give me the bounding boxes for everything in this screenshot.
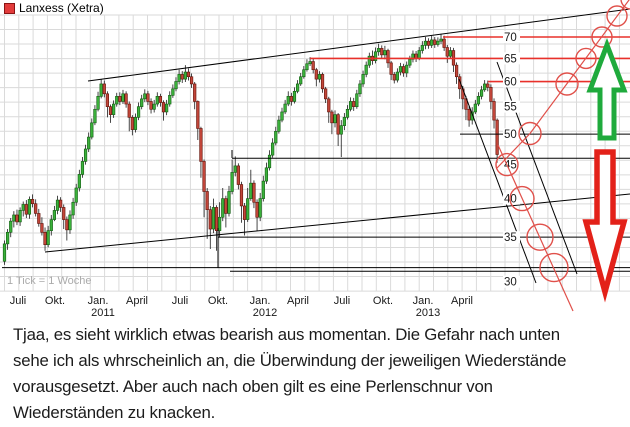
svg-text:Okt.: Okt. (45, 295, 65, 307)
svg-text:45: 45 (504, 160, 517, 172)
svg-text:50: 50 (504, 129, 517, 141)
commentary-line: vorausgesetzt. Aber auch nach oben gilt … (13, 377, 493, 396)
chart-title: Lanxess (Xetra) (4, 1, 104, 15)
svg-text:Jan.: Jan. (413, 295, 434, 307)
svg-text:Juli: Juli (172, 295, 189, 307)
legend-square-icon (4, 2, 15, 14)
analyst-commentary: Tjaa, es sieht wirklich etwas bearish au… (13, 322, 630, 426)
svg-text:65: 65 (504, 53, 517, 65)
svg-text:2012: 2012 (253, 307, 277, 318)
svg-text:April: April (126, 295, 148, 307)
svg-text:Jan.: Jan. (88, 295, 109, 307)
svg-text:30: 30 (504, 277, 517, 289)
svg-text:60: 60 (504, 77, 517, 89)
svg-text:2011: 2011 (91, 307, 115, 318)
svg-text:Okt.: Okt. (373, 295, 393, 307)
svg-text:70: 70 (504, 32, 517, 44)
svg-text:Okt.: Okt. (208, 295, 228, 307)
svg-text:Jan.: Jan. (250, 295, 271, 307)
svg-text:2013: 2013 (416, 307, 440, 318)
commentary-line: Tjaa, es sieht wirklich etwas bearish au… (13, 325, 560, 344)
tick-interval-note: 1 Tick = 1 Woche (7, 275, 92, 287)
svg-text:55: 55 (504, 102, 517, 114)
svg-text:Juli: Juli (10, 295, 27, 307)
svg-text:Juli: Juli (334, 295, 351, 307)
commentary-line: Wiederständen zu knacken. (13, 403, 216, 422)
instrument-name: Lanxess (Xetra) (19, 1, 104, 15)
svg-text:35: 35 (504, 232, 517, 244)
svg-text:April: April (451, 295, 473, 307)
svg-text:April: April (287, 295, 309, 307)
commentary-line: sehe ich als whrscheinlich an, die Überw… (13, 351, 567, 370)
